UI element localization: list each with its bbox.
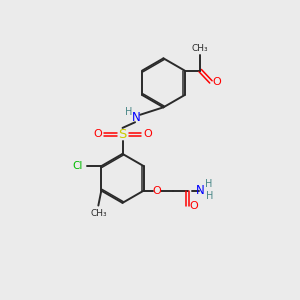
Text: S: S bbox=[118, 128, 127, 141]
Text: H: H bbox=[206, 191, 213, 201]
Text: CH₃: CH₃ bbox=[91, 208, 107, 217]
Text: O: O bbox=[212, 77, 221, 87]
Text: Cl: Cl bbox=[73, 161, 83, 171]
Text: H: H bbox=[205, 179, 212, 189]
Text: O: O bbox=[190, 201, 199, 211]
Text: N: N bbox=[132, 111, 141, 124]
Text: O: O bbox=[152, 186, 161, 196]
Text: H: H bbox=[125, 107, 132, 117]
Text: CH₃: CH₃ bbox=[192, 44, 208, 53]
Text: O: O bbox=[143, 130, 152, 140]
Text: N: N bbox=[196, 184, 205, 197]
Text: O: O bbox=[93, 130, 102, 140]
